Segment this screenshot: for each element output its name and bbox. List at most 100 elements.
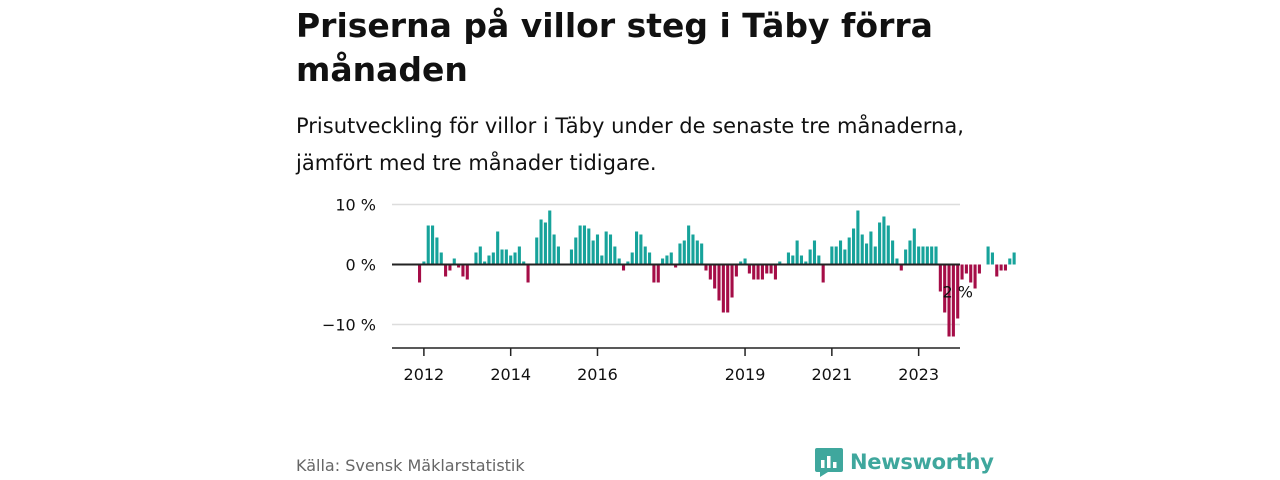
bar bbox=[427, 226, 430, 265]
bar bbox=[1013, 253, 1016, 265]
bar bbox=[735, 265, 738, 277]
bar bbox=[605, 232, 608, 265]
bar bbox=[466, 265, 469, 280]
bar bbox=[908, 241, 911, 265]
bar bbox=[548, 211, 551, 265]
bar bbox=[774, 265, 777, 280]
bar bbox=[670, 253, 673, 265]
bar bbox=[822, 265, 825, 283]
bar bbox=[974, 265, 977, 289]
bar bbox=[496, 232, 499, 265]
bar bbox=[535, 238, 538, 265]
axis-labels: 10 % 0 % −10 % 2012 2014 2016 2019 2021 2023 2 % bbox=[322, 196, 973, 385]
bar bbox=[540, 220, 543, 265]
bar bbox=[991, 253, 994, 265]
bar bbox=[878, 223, 881, 265]
bar bbox=[882, 217, 885, 265]
bar bbox=[995, 265, 998, 277]
bar bbox=[848, 238, 851, 265]
bar bbox=[891, 241, 894, 265]
bar bbox=[557, 247, 560, 265]
bar bbox=[969, 265, 972, 283]
y-tick-label: −10 % bbox=[322, 316, 376, 335]
bar bbox=[761, 265, 764, 280]
bar bbox=[513, 253, 516, 265]
bar bbox=[683, 241, 686, 265]
bar bbox=[913, 229, 916, 265]
bar bbox=[700, 244, 703, 265]
x-tick-label: 2014 bbox=[490, 365, 531, 384]
x-tick-label: 2023 bbox=[898, 365, 939, 384]
bar bbox=[1004, 265, 1007, 271]
last-value-annotation: 2 % bbox=[942, 283, 972, 302]
bar bbox=[852, 229, 855, 265]
bar bbox=[809, 250, 812, 265]
bar bbox=[835, 247, 838, 265]
bar bbox=[730, 265, 733, 298]
bar bbox=[474, 253, 477, 265]
bar bbox=[609, 235, 612, 265]
bar bbox=[461, 265, 464, 277]
bar bbox=[796, 241, 799, 265]
y-tick-label: 10 % bbox=[335, 196, 376, 215]
bar bbox=[813, 241, 816, 265]
bar bbox=[904, 250, 907, 265]
bar bbox=[652, 265, 655, 283]
bar bbox=[444, 265, 447, 277]
bar bbox=[717, 265, 720, 301]
bar bbox=[644, 247, 647, 265]
bar bbox=[431, 226, 434, 265]
bar bbox=[800, 256, 803, 265]
newsworthy-logo-icon bbox=[814, 446, 844, 478]
bar bbox=[631, 253, 634, 265]
bar bbox=[748, 265, 751, 274]
bar bbox=[509, 256, 512, 265]
bar bbox=[1008, 259, 1011, 265]
bar bbox=[553, 235, 556, 265]
bar bbox=[934, 247, 937, 265]
bar bbox=[874, 247, 877, 265]
bar bbox=[713, 265, 716, 289]
x-tick-label: 2012 bbox=[404, 365, 445, 384]
bar bbox=[435, 238, 438, 265]
bar bbox=[843, 250, 846, 265]
bar bbox=[579, 226, 582, 265]
bar bbox=[487, 256, 490, 265]
bar bbox=[440, 253, 443, 265]
bar bbox=[791, 256, 794, 265]
bar bbox=[600, 256, 603, 265]
x-tick-label: 2021 bbox=[811, 365, 852, 384]
bar bbox=[418, 265, 421, 283]
price-change-chart: 10 %0 %−10 %2012 2014 2016 2019 2021 20232 % bbox=[0, 0, 1280, 480]
bar bbox=[570, 250, 573, 265]
bar bbox=[518, 247, 521, 265]
bar bbox=[726, 265, 729, 313]
bar bbox=[839, 241, 842, 265]
bar bbox=[865, 244, 868, 265]
bar bbox=[500, 250, 503, 265]
bar bbox=[861, 235, 864, 265]
axes bbox=[392, 265, 960, 357]
bar bbox=[770, 265, 773, 274]
brand-logo[interactable]: Newsworthy bbox=[814, 446, 994, 478]
bar bbox=[687, 226, 690, 265]
bar bbox=[574, 238, 577, 265]
bar bbox=[752, 265, 755, 280]
bar bbox=[757, 265, 760, 280]
bar bbox=[1000, 265, 1003, 271]
bar bbox=[596, 235, 599, 265]
bar bbox=[678, 244, 681, 265]
bar bbox=[917, 247, 920, 265]
bar bbox=[961, 265, 964, 280]
bar bbox=[492, 253, 495, 265]
bar bbox=[921, 247, 924, 265]
bar bbox=[856, 211, 859, 265]
bar bbox=[926, 247, 929, 265]
bar bbox=[869, 232, 872, 265]
source-note: Källa: Svensk Mäklarstatistik bbox=[296, 456, 525, 475]
y-tick-label: 0 % bbox=[346, 256, 376, 275]
x-tick-label: 2016 bbox=[577, 365, 618, 384]
bar bbox=[930, 247, 933, 265]
bar bbox=[479, 247, 482, 265]
bar bbox=[583, 226, 586, 265]
